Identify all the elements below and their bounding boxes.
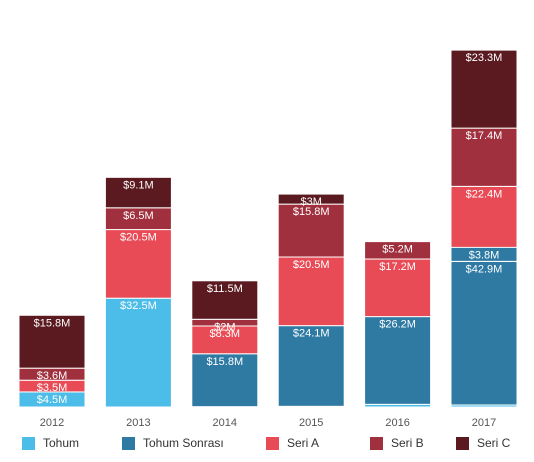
data-label: $42.9M <box>466 263 503 275</box>
data-label: $15.8M <box>206 356 243 368</box>
legend-swatch <box>22 436 35 450</box>
data-label: $0.8M <box>382 406 413 418</box>
legend-item: Tohum <box>22 436 79 450</box>
bar-segment-2013-seri-c <box>104 176 172 209</box>
legend-item: Tohum Sonrası <box>122 436 224 450</box>
data-label: $0.1M <box>210 409 241 421</box>
x-tick-label: 2013 <box>126 417 150 429</box>
bar-segment-2015-seri-b <box>277 203 345 258</box>
data-label: $3.8M <box>469 249 500 261</box>
bar-segment-2012-seri-c <box>18 314 86 369</box>
bar-segment-2014-seri-a <box>191 325 259 355</box>
legend: Tohum Tohum Sonrası Seri A Seri B Seri C <box>0 436 534 456</box>
bar-segment-2014-tohum-sonrası <box>191 353 259 408</box>
bar-segment-2017-seri-b <box>450 127 518 187</box>
data-label: $5.2M <box>382 244 413 256</box>
legend-label: Seri A <box>287 436 320 450</box>
data-label: $17.2M <box>379 261 416 273</box>
data-label: $6.5M <box>123 210 154 222</box>
data-label: $11.5M <box>207 283 243 295</box>
legend-swatch <box>122 436 135 450</box>
bar-segment-2015-seri-a <box>277 256 345 327</box>
data-label: $0.2M <box>296 408 327 420</box>
data-label: $3.5M <box>37 382 68 394</box>
legend-label: Seri B <box>391 436 424 450</box>
legend-swatch <box>266 436 279 450</box>
bar-segment-2017-band <box>450 246 518 262</box>
data-label: $9.1M <box>123 179 154 191</box>
data-label: $4.5M <box>37 394 68 406</box>
x-tick-label: 2015 <box>299 417 323 429</box>
data-label: $22.4M <box>466 188 503 200</box>
data-label: $20.5M <box>293 259 330 271</box>
bar-segment-2013-tohum <box>104 297 172 408</box>
data-label: $3M <box>300 196 321 208</box>
bar-segment-2015-seri-c <box>277 193 345 205</box>
data-label: $24.1M <box>293 328 330 340</box>
legend-item: Seri B <box>370 436 424 450</box>
bar-segment-2013-seri-a <box>104 229 172 299</box>
data-label: $32.5M <box>120 300 157 312</box>
data-label: $8.3M <box>210 328 241 340</box>
legend-label: Tohum Sonrası <box>143 436 224 450</box>
data-label: $23.3M <box>466 52 503 64</box>
data-label: $15.8M <box>293 206 330 218</box>
data-label: $17.4M <box>466 130 503 142</box>
legend-label: Tohum <box>43 436 80 450</box>
data-label: $3.6M <box>37 370 68 382</box>
x-tick-label: 2014 <box>213 417 237 429</box>
data-label: $15.8M <box>34 317 71 329</box>
bar-segment-2017-tohum-sonrası <box>450 260 518 406</box>
legend-item: Seri A <box>266 436 319 450</box>
legend-label: Seri C <box>477 436 511 450</box>
x-tick-label: 2017 <box>472 417 496 429</box>
data-label: $20.5M <box>120 232 157 244</box>
x-tick-label: 2016 <box>385 417 409 429</box>
bar-segment-2016-seri-b <box>364 241 432 260</box>
legend-swatch <box>370 436 383 450</box>
data-label: $26.2M <box>379 319 416 331</box>
legend-swatch <box>456 436 469 450</box>
x-tick-label: 2012 <box>40 417 64 429</box>
bar-segment-2014-seri-c <box>191 280 259 320</box>
bar-segment-2017-seri-c <box>450 49 518 129</box>
legend-item: Seri C <box>456 436 510 450</box>
data-label: $0.6M <box>469 407 500 419</box>
data-label: $2M <box>214 321 235 333</box>
